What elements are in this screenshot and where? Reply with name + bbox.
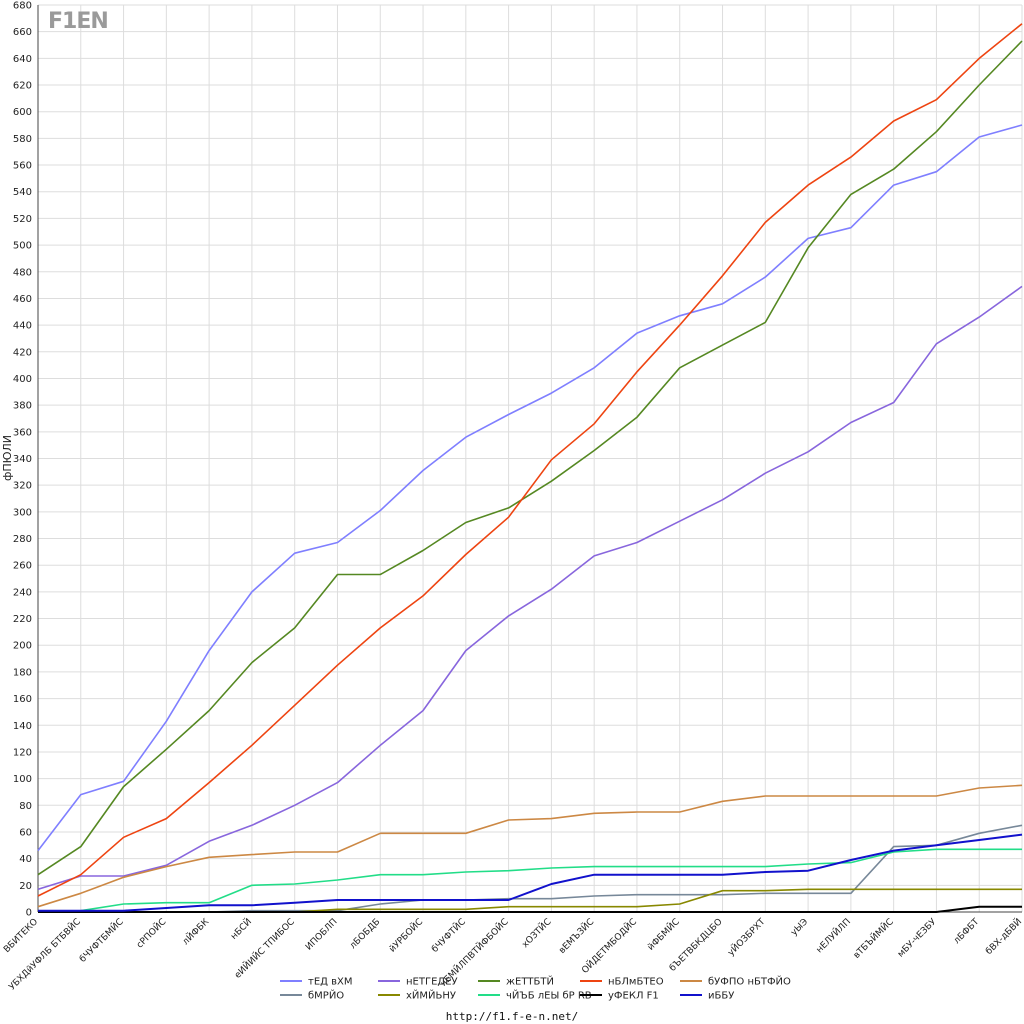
y-tick-label: 20 xyxy=(19,881,32,892)
x-tick-label: бЧУФТБМЙС xyxy=(77,916,126,965)
y-tick-label: 160 xyxy=(13,694,32,705)
legend-item: жЕТТБТЙ xyxy=(478,975,554,988)
x-tick-label: нБСЙ xyxy=(228,916,254,942)
legend-label: иББУ xyxy=(708,991,734,1002)
x-tick-label: бВХ-дБВЙ xyxy=(983,916,1024,957)
legend-label: жЕТТБТЙ xyxy=(506,975,554,988)
legend-item: нБЛмБТЕО xyxy=(580,977,664,988)
legend-label: нЕТГЕДЕУ xyxy=(406,977,458,988)
series-line-8 xyxy=(38,905,1022,913)
y-tick-label: 620 xyxy=(13,81,32,92)
y-tick-label: 0 xyxy=(26,908,32,919)
x-tick-label: лБОБДБ xyxy=(348,917,382,951)
legend-item: тЕД вХМ xyxy=(280,977,353,988)
logo-text: F1EN xyxy=(48,9,109,34)
y-tick-label: 280 xyxy=(13,534,32,545)
y-tick-label: 300 xyxy=(13,507,32,518)
y-tick-label: 480 xyxy=(13,267,32,278)
legend-label: тЕД вХМ xyxy=(308,977,353,988)
y-tick-label: 80 xyxy=(19,801,32,812)
grid-lines xyxy=(37,4,1023,913)
y-tick-label: 200 xyxy=(13,641,32,652)
f1en-logo: F1EN xyxy=(48,8,109,36)
y-tick-label: 520 xyxy=(13,214,32,225)
legend-label: хЙМЙЬНУ xyxy=(406,989,456,1002)
legend-item: иББУ xyxy=(680,991,734,1002)
y-tick-label: 560 xyxy=(13,161,32,172)
legend-label: чЙЪБ лЕЫ бР RB xyxy=(506,989,592,1002)
legend-label: бМРЙО xyxy=(308,989,344,1002)
x-tick-label: хОЗТЙС xyxy=(519,916,553,950)
x-tick-label: лБФБТ xyxy=(952,917,982,947)
series-line-3 xyxy=(37,23,1023,897)
x-tick-label: ИПОБЛП xyxy=(304,917,340,953)
x-tick-label: уЫЭ xyxy=(789,917,810,938)
y-tick-label: 600 xyxy=(13,107,32,118)
x-tick-label: уЙОЗБРХТ xyxy=(725,915,768,958)
y-tick-label: 360 xyxy=(13,427,32,438)
y-tick-label: 260 xyxy=(13,561,32,572)
x-tick-label: сРПОЙС xyxy=(134,916,169,951)
x-tick-label: йУРБОЙС xyxy=(386,916,425,955)
y-tick-label: 340 xyxy=(13,454,32,465)
legend-item: чЙЪБ лЕЫ бР RB xyxy=(478,989,592,1002)
y-tick-label: 660 xyxy=(13,27,32,38)
y-tick-label: 220 xyxy=(13,614,32,625)
footer-url: http://f1.f-e-n.net/ xyxy=(445,1010,579,1023)
y-tick-labels: 0 20 40 60 80 100 120 140 160 180 200 220 240 260 280 3… xyxy=(13,1,32,919)
y-tick-label: 40 xyxy=(19,854,32,865)
y-tick-label: 100 xyxy=(13,774,32,785)
series-lines xyxy=(37,23,1023,913)
y-tick-label: 140 xyxy=(13,721,32,732)
y-tick-label: 320 xyxy=(13,481,32,492)
x-tick-label: вЕМЪЗЙС xyxy=(556,916,596,956)
y-tick-label: 180 xyxy=(13,667,32,678)
series-line-0 xyxy=(37,124,1023,852)
x-tick-label: УБХДйУФЛБ БТБВЙС xyxy=(6,916,83,993)
y-tick-label: 460 xyxy=(13,294,32,305)
y-tick-label: 380 xyxy=(13,401,32,412)
series-line-4 xyxy=(37,784,1023,908)
legend-item: хЙМЙЬНУ xyxy=(378,989,456,1002)
y-tick-label: 240 xyxy=(13,587,32,598)
y-axis-label: фПЮЛИ xyxy=(1,435,14,481)
legend-item: бМРЙО xyxy=(280,989,344,1002)
y-tick-label: 640 xyxy=(13,54,32,65)
y-tick-label: 580 xyxy=(13,134,32,145)
x-tick-label: вТБЪЙМЙС xyxy=(851,916,896,961)
y-tick-label: 420 xyxy=(13,347,32,358)
legend-item: бУФПО нБТФЙО xyxy=(680,975,791,988)
series-line-1 xyxy=(37,285,1023,891)
y-tick-label: 540 xyxy=(13,187,32,198)
series-line-2 xyxy=(37,40,1023,876)
legend: тЕД вХМ нЕТГЕДЕУ жЕТТБТЙ нБЛмБТЕО бУФПО нБТФ… xyxy=(280,975,791,1002)
y-tick-label: 440 xyxy=(13,321,32,332)
legend-label: бУФПО нБТФЙО xyxy=(708,975,791,988)
series-line-7 xyxy=(37,848,1022,913)
x-tick-label: лЙФБК xyxy=(180,915,212,947)
legend-item: уФЕКЛ F1 xyxy=(580,991,659,1002)
y-tick-label: 500 xyxy=(13,241,32,252)
legend-label: нБЛмБТЕО xyxy=(608,977,664,988)
y-tick-label: 60 xyxy=(19,827,32,838)
x-tick-label: нЕЛУЙЛП xyxy=(813,916,853,956)
legend-item: нЕТГЕДЕУ xyxy=(378,977,458,988)
y-tick-label: 400 xyxy=(13,374,32,385)
y-tick-label: 120 xyxy=(13,747,32,758)
x-tick-label: бЧУФТЙС xyxy=(429,916,468,955)
x-tick-label: мБУ-чЕЗБУ xyxy=(896,917,939,960)
y-tick-label: 680 xyxy=(13,1,32,12)
x-tick-label: йФБМЙС xyxy=(645,916,682,953)
series-line-9 xyxy=(38,833,1023,912)
legend-label: уФЕКЛ F1 xyxy=(608,991,659,1002)
x-tick-label: ВБИТЕКО xyxy=(2,917,40,955)
